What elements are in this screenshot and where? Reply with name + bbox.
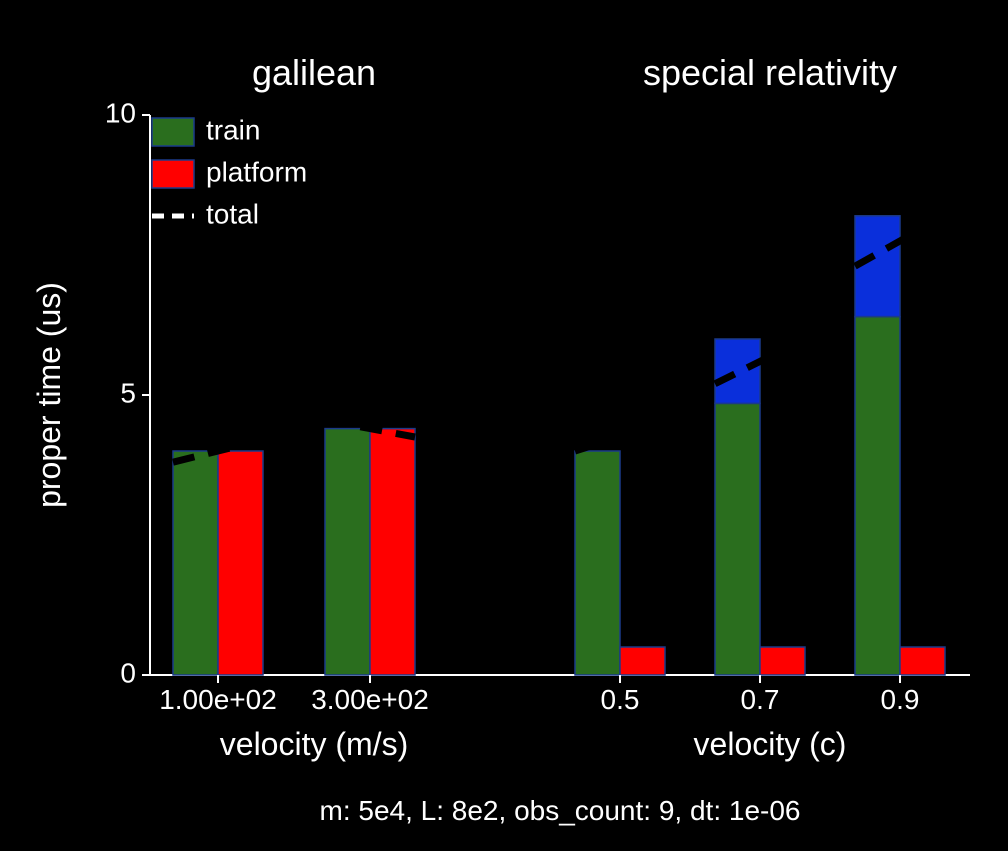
bar-platform bbox=[760, 647, 805, 675]
x-tick-label: 3.00e+02 bbox=[311, 684, 429, 715]
legend-swatch bbox=[152, 118, 194, 146]
bar-train bbox=[855, 317, 900, 675]
bar-train bbox=[575, 451, 620, 675]
y-axis-label: proper time (us) bbox=[31, 282, 67, 508]
x-axis-label: velocity (m/s) bbox=[220, 726, 408, 762]
x-tick-label: 0.5 bbox=[601, 684, 640, 715]
bar-platform bbox=[370, 429, 415, 675]
bar-train bbox=[715, 403, 760, 675]
x-axis-label: velocity (c) bbox=[694, 726, 847, 762]
bar-stack-extra bbox=[715, 339, 760, 403]
bar-platform bbox=[218, 451, 263, 675]
chart-root: 0 5 10 proper time (us) galilean velocity (m/… bbox=[0, 0, 1008, 851]
x-tick-label: 0.7 bbox=[741, 684, 780, 715]
bar-train bbox=[325, 429, 370, 675]
bar-train bbox=[173, 451, 218, 675]
legend-swatch bbox=[152, 160, 194, 188]
bar-platform bbox=[620, 647, 665, 675]
legend-label: train bbox=[206, 114, 260, 145]
legend-label: total bbox=[206, 198, 259, 229]
x-tick-label: 1.00e+02 bbox=[159, 684, 277, 715]
legend-label: platform bbox=[206, 156, 307, 187]
panel-title: galilean bbox=[252, 52, 376, 93]
panel-title: special relativity bbox=[643, 52, 897, 93]
y-tick-label: 10 bbox=[105, 97, 136, 128]
y-tick-label: 5 bbox=[120, 377, 136, 408]
y-tick-label: 0 bbox=[120, 657, 136, 688]
bottom-note: m: 5e4, L: 8e2, obs_count: 9, dt: 1e-06 bbox=[320, 795, 801, 826]
bar-platform bbox=[900, 647, 945, 675]
x-tick-label: 0.9 bbox=[881, 684, 920, 715]
